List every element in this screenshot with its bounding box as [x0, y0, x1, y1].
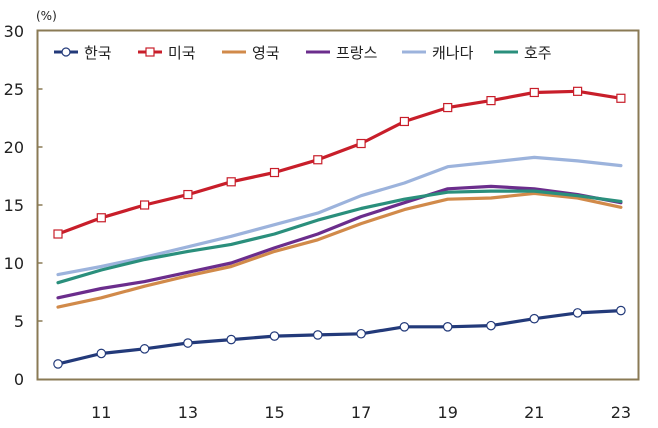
data-point: [616, 305, 626, 316]
legend-label: 한국: [84, 44, 112, 62]
data-point: [53, 229, 63, 239]
data-point: [183, 189, 193, 200]
data-point: [529, 313, 540, 324]
legend-marker: [145, 47, 155, 57]
data-point: [313, 155, 323, 165]
data-point: [616, 93, 626, 103]
data-point: [572, 86, 583, 96]
data-point: [96, 213, 106, 223]
y-tick-label: 15: [4, 196, 24, 215]
data-point: [572, 308, 583, 318]
data-point: [356, 138, 366, 149]
y-axis-ticks: 0 5 10 15 20 25 30: [4, 22, 43, 389]
y-tick-label: 10: [4, 254, 24, 273]
x-tick-label: 17: [351, 403, 371, 422]
series-line-1: [56, 309, 623, 366]
data-point: [269, 167, 280, 178]
data-point: [140, 200, 150, 210]
unit-label: (%): [36, 9, 57, 23]
data-point: [399, 116, 409, 127]
series-line-6: [56, 189, 623, 285]
x-tick-label: 13: [178, 403, 198, 422]
series-line-5: [56, 155, 623, 277]
x-tick-label: 21: [524, 403, 544, 422]
y-tick-label: 25: [4, 80, 24, 99]
series-line-3: [56, 191, 623, 309]
data-point: [442, 321, 453, 332]
data-point: [226, 334, 236, 345]
data-point: [226, 177, 236, 187]
x-axis-ticks: 11 13 15 17 19 21 23: [91, 403, 631, 422]
data-point: [53, 359, 63, 369]
data-point: [139, 344, 150, 354]
series-line-4: [56, 184, 623, 300]
data-point: [443, 102, 453, 113]
series-line-2: [56, 89, 623, 236]
x-tick-label: 11: [91, 403, 111, 422]
legend-marker: [61, 47, 71, 57]
data-point: [356, 328, 366, 339]
y-tick-label: 5: [14, 312, 24, 331]
data-point: [486, 320, 496, 331]
y-tick-label: 20: [4, 138, 24, 157]
data-point: [312, 330, 323, 340]
legend-label: 호주: [524, 44, 552, 62]
legend-label: 프랑스: [336, 44, 378, 62]
data-point: [529, 87, 539, 98]
series-layer: [53, 86, 626, 369]
data-point: [183, 338, 193, 348]
x-tick-label: 23: [611, 403, 631, 422]
legend-label: 캐나다: [432, 44, 474, 62]
data-point: [399, 321, 410, 332]
data-point: [96, 348, 107, 359]
y-tick-label: 0: [14, 370, 24, 389]
legend-label: 미국: [168, 44, 196, 62]
data-point: [486, 95, 496, 106]
legend: 한국 미국 영국 프랑스 캐나다 호주: [54, 44, 552, 62]
y-tick-label: 30: [4, 22, 24, 41]
x-tick-label: 15: [264, 403, 284, 422]
legend-label: 영국: [252, 44, 280, 62]
x-tick-label: 19: [438, 403, 458, 422]
data-point: [269, 331, 280, 341]
